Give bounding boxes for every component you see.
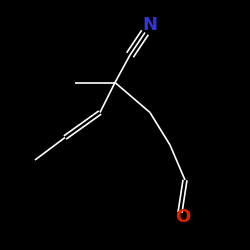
Text: N: N (142, 16, 158, 34)
Text: O: O (175, 208, 190, 226)
